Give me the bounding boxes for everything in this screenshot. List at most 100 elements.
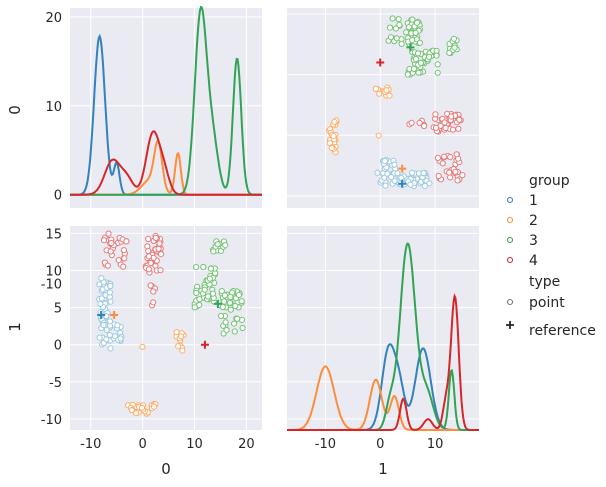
reference-bl-3 <box>213 299 222 308</box>
scatter-tr-point-6-22 <box>396 21 403 28</box>
scatter-bl-point-6-38 <box>235 291 242 299</box>
scatter-tr-point-9-39 <box>456 116 463 124</box>
scatter-tr-point-1-14 <box>384 170 391 177</box>
scatter-tr-point-6-28 <box>392 25 399 32</box>
scatter-bl-point-6-3 <box>227 306 234 313</box>
scatter-bl-point-6-41 <box>221 298 228 305</box>
scatter-bl-point-7-6 <box>210 248 217 255</box>
scatter-tr-point-6-3 <box>403 29 410 36</box>
scatter-bl-point-8-27 <box>123 238 130 245</box>
scatter-bl-point-6-30 <box>232 302 239 310</box>
ytick-label-row1-2: 0 <box>54 339 62 354</box>
scatter-bl-point-6-42 <box>239 324 246 332</box>
legend-label-group-4: 4 <box>529 253 538 269</box>
panel-diag-1 <box>287 226 479 431</box>
scatter-tr-point-6-29 <box>393 35 400 42</box>
y-axis-label-1: 1 <box>6 322 24 332</box>
legend-marker-reference <box>506 321 514 329</box>
scatter-bl-point-8-23 <box>121 255 128 262</box>
scatter-tr-point-5-7 <box>434 61 441 68</box>
scatter-bl-point-9-0 <box>145 235 152 243</box>
scatter-tr-point-8-11 <box>434 154 441 161</box>
scatter-tr-point-7-11 <box>450 35 457 42</box>
scatter-bl-point-3-11 <box>178 333 185 340</box>
scatter-bl-point-2-18 <box>151 403 158 410</box>
scatter-bl-point-0-39 <box>100 322 107 329</box>
scatter-bl-point-5-37 <box>206 275 213 282</box>
scatter-tr-point-5-38 <box>433 52 440 59</box>
ytick-label-row1-1: -5 <box>49 376 62 391</box>
panels: -10 0 10 20 -10 -5 0 5 10 15 -10 0 10 20 -10 0 10 <box>41 5 479 452</box>
scatter-bl-point-6-39 <box>238 298 245 305</box>
scatter-tr-point-6-43 <box>416 39 423 46</box>
scatter-tr-point-3-10 <box>386 92 393 99</box>
scatter-tr-point-7-10 <box>451 44 458 51</box>
scatter-bl-point-1-17 <box>114 322 121 329</box>
scatter-bl-point-1-6 <box>106 318 114 325</box>
scatter-bl-point-0-40 <box>106 289 114 296</box>
scatter-bl-point-1-18 <box>103 326 110 333</box>
scatter-tr-point-0-45 <box>407 181 414 188</box>
scatter-bl-point-9-31 <box>147 259 154 267</box>
kde-var1-series-2 <box>287 365 479 431</box>
legend-label-point: point <box>529 295 565 311</box>
legend-label-reference: reference <box>529 323 596 339</box>
reference-bl-1 <box>97 311 106 320</box>
scatter-bl-point-9-39 <box>152 234 159 241</box>
legend-label-group-3: 3 <box>529 233 538 249</box>
scatter-bl-point-5-20 <box>191 304 198 311</box>
panel-diag-1-background <box>287 226 479 430</box>
scatter-bl-point-1-2 <box>103 336 110 343</box>
scatter-tr-point-10-4 <box>416 119 423 127</box>
scatter-bl-point-6-40 <box>221 292 228 299</box>
scatter-tr-point-3-5 <box>376 90 383 97</box>
scatter-tr-point-8-9 <box>439 160 446 167</box>
scatter-bl-point-0-45 <box>97 300 104 307</box>
scatter-bl-point-8-11 <box>120 263 127 270</box>
scatter-tr-point-9-30 <box>432 111 439 118</box>
scatter-bl-point-8-29 <box>108 239 115 247</box>
scatter-bl-point-6-27 <box>231 328 238 335</box>
scatter-tr-point-5-35 <box>415 69 422 76</box>
scatter-tr-point-8-6 <box>447 174 454 181</box>
scatter-tr-point-6-14 <box>398 40 405 47</box>
xtick-label-col0-3: 20 <box>238 437 255 452</box>
xtick-label-col1-2: 10 <box>427 437 444 452</box>
kde-var0-series-3 <box>70 5 262 196</box>
scatter-tr-point-1-18 <box>388 174 395 181</box>
scatter-tr-point-4-0 <box>375 132 382 139</box>
x-axis-label-0: 0 <box>161 460 171 478</box>
scatter-tr-point-7-6 <box>446 49 453 56</box>
scatter-bl-point-9-30 <box>157 267 164 274</box>
scatter-bl-point-0-49 <box>107 282 114 290</box>
scatter-tr-point-8-15 <box>454 177 461 184</box>
legend-title-group: group <box>529 173 570 189</box>
scatter-bl-point-9-38 <box>155 245 162 252</box>
scatter-tr-point-9-38 <box>448 113 455 120</box>
scatter-tr-point-8-23 <box>441 153 448 160</box>
axis-labels: 0 1 0 1 <box>6 105 388 478</box>
reference-tr-4 <box>376 58 385 67</box>
scatter-bl-point-5-18 <box>193 264 200 271</box>
scatter-tr-point-3-11 <box>383 87 390 94</box>
scatter-bl-point-7-11 <box>222 242 229 249</box>
legend-marker-point <box>506 298 514 306</box>
scatter-tr-point-1-17 <box>391 161 398 168</box>
legend-label-group-1: 1 <box>529 193 538 209</box>
scatter-tr-point-5-20 <box>404 71 411 78</box>
ytick-label-row0-3: 20 <box>45 11 62 26</box>
scatter-bl-point-0-44 <box>98 275 105 282</box>
scatter-tr-point-8-16 <box>459 172 466 179</box>
scatter-tr-point-1-6 <box>394 170 401 177</box>
scatter-bl-point-3-10 <box>173 329 180 336</box>
scatter-bl-point-5-33 <box>201 286 208 293</box>
ytick-label-row1-0: -10 <box>41 413 62 428</box>
xtick-label-col1-1: 0 <box>376 437 384 452</box>
scatter-tr-point-5-36 <box>414 50 422 57</box>
xtick-label-col0-0: -10 <box>80 437 101 452</box>
scatter-tr-point-2-20 <box>328 144 335 151</box>
scatter-tr-point-8-25 <box>447 154 454 161</box>
legend-label-group-2: 2 <box>529 213 538 229</box>
scatter-tr-point-0-49 <box>420 169 427 177</box>
scatter-bl-point-8-15 <box>100 237 108 244</box>
